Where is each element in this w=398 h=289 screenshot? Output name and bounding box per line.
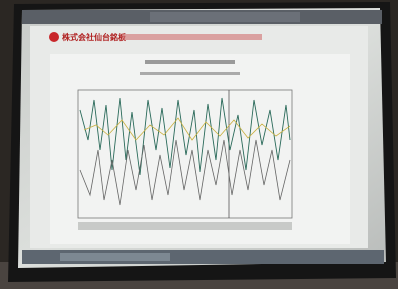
- taskbar-icons: [60, 253, 170, 261]
- page: 株式会社仙台銘板 (() => { const data = JSON.pars…: [0, 0, 398, 289]
- chart-panel: [50, 54, 350, 244]
- company-name: 株式会社仙台銘板: [62, 32, 127, 42]
- bookmark-icons: [150, 12, 300, 22]
- chart-title: [145, 60, 235, 64]
- chart-legend: [140, 72, 240, 75]
- photo: 株式会社仙台銘板: [0, 0, 398, 289]
- system-name: [122, 34, 262, 40]
- logo-mark: [49, 32, 59, 42]
- x-axis-labels: [78, 222, 292, 230]
